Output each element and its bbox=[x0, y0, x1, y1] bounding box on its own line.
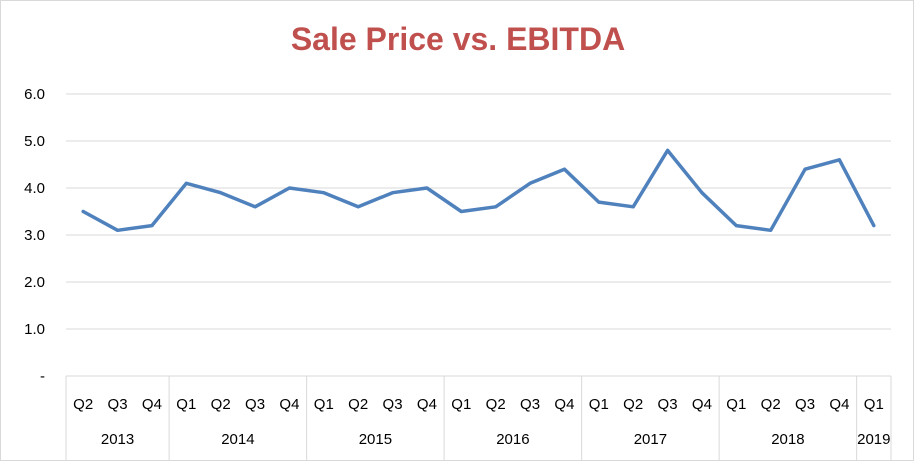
x-tick-label: Q2 bbox=[761, 396, 781, 413]
x-tick-label: Q3 bbox=[658, 396, 678, 413]
x-tick-label: Q1 bbox=[589, 396, 609, 413]
data-point bbox=[666, 149, 669, 152]
x-tick-label: Q1 bbox=[451, 396, 471, 413]
x-tick-label: Q4 bbox=[279, 396, 299, 413]
data-point bbox=[838, 158, 841, 161]
y-tick-label: - bbox=[40, 368, 45, 385]
year-label: 2018 bbox=[771, 431, 804, 448]
data-point bbox=[82, 210, 85, 213]
x-tick-label: Q1 bbox=[314, 396, 334, 413]
gridlines bbox=[66, 94, 891, 329]
data-point bbox=[116, 229, 119, 232]
y-tick-label: 3.0 bbox=[24, 227, 45, 244]
x-tick-label: Q4 bbox=[554, 396, 574, 413]
y-tick-label: 4.0 bbox=[24, 180, 45, 197]
series-layer bbox=[82, 149, 876, 232]
data-point bbox=[804, 168, 807, 171]
x-tick-label: Q4 bbox=[142, 396, 162, 413]
y-axis: - 1.0 2.0 3.0 4.0 5.0 6.0 bbox=[24, 86, 45, 385]
data-point bbox=[219, 191, 222, 194]
x-tick-label: Q2 bbox=[348, 396, 368, 413]
year-label: 2014 bbox=[221, 431, 254, 448]
x-axis: Q2 Q3 Q4 Q1 Q2 Q3 Q4 Q1 Q2 Q3 Q4 Q1 Q2 Q3 Q4 Q1 Q2 Q3 Q4 Q1… bbox=[66, 376, 891, 460]
data-point bbox=[529, 182, 532, 185]
x-tick-label: Q4 bbox=[692, 396, 712, 413]
data-point bbox=[150, 224, 153, 227]
data-point bbox=[735, 224, 738, 227]
x-tick-label: Q2 bbox=[211, 396, 231, 413]
data-point bbox=[769, 229, 772, 232]
x-tick-label: Q4 bbox=[829, 396, 849, 413]
y-tick-label: 2.0 bbox=[24, 274, 45, 291]
x-tick-label: Q2 bbox=[623, 396, 643, 413]
year-label: 2013 bbox=[101, 431, 134, 448]
y-tick-label: 5.0 bbox=[24, 133, 45, 150]
data-point bbox=[357, 205, 360, 208]
data-point bbox=[288, 187, 291, 190]
year-label: 2019 bbox=[857, 431, 890, 448]
data-point bbox=[425, 187, 428, 190]
data-point bbox=[460, 210, 463, 213]
x-tick-label: Q2 bbox=[486, 396, 506, 413]
data-point bbox=[597, 201, 600, 204]
data-point bbox=[494, 205, 497, 208]
x-tick-label: Q4 bbox=[417, 396, 437, 413]
data-point bbox=[322, 191, 325, 194]
y-tick-label: 1.0 bbox=[24, 321, 45, 338]
data-point bbox=[254, 205, 257, 208]
data-point bbox=[872, 224, 875, 227]
data-point bbox=[185, 182, 188, 185]
chart-frame: Sale Price vs. EBITDA -1.0 2.0 3.0 4.0 5.0 6.… bbox=[0, 0, 914, 461]
x-tick-label: Q3 bbox=[108, 396, 128, 413]
data-point bbox=[563, 168, 566, 171]
year-label: 2016 bbox=[496, 431, 529, 448]
x-tick-label: Q3 bbox=[245, 396, 265, 413]
year-label: 2015 bbox=[359, 431, 392, 448]
x-tick-label: Q1 bbox=[864, 396, 884, 413]
data-point bbox=[632, 205, 635, 208]
data-point bbox=[391, 191, 394, 194]
year-label: 2017 bbox=[634, 431, 667, 448]
line-chart: - 1.0 2.0 3.0 4.0 5.0 6.0 Q2 Q3 Q4 Q1 Q2 Q3 Q4 Q1 Q2 Q3… bbox=[1, 1, 913, 460]
x-tick-label: Q3 bbox=[795, 396, 815, 413]
x-tick-label: Q3 bbox=[383, 396, 403, 413]
series-line bbox=[83, 150, 874, 230]
x-tick-label: Q1 bbox=[176, 396, 196, 413]
data-point bbox=[700, 191, 703, 194]
x-tick-label: Q1 bbox=[726, 396, 746, 413]
x-tick-label: Q2 bbox=[73, 396, 93, 413]
x-tick-label: Q3 bbox=[520, 396, 540, 413]
y-tick-label: 6.0 bbox=[24, 86, 45, 103]
